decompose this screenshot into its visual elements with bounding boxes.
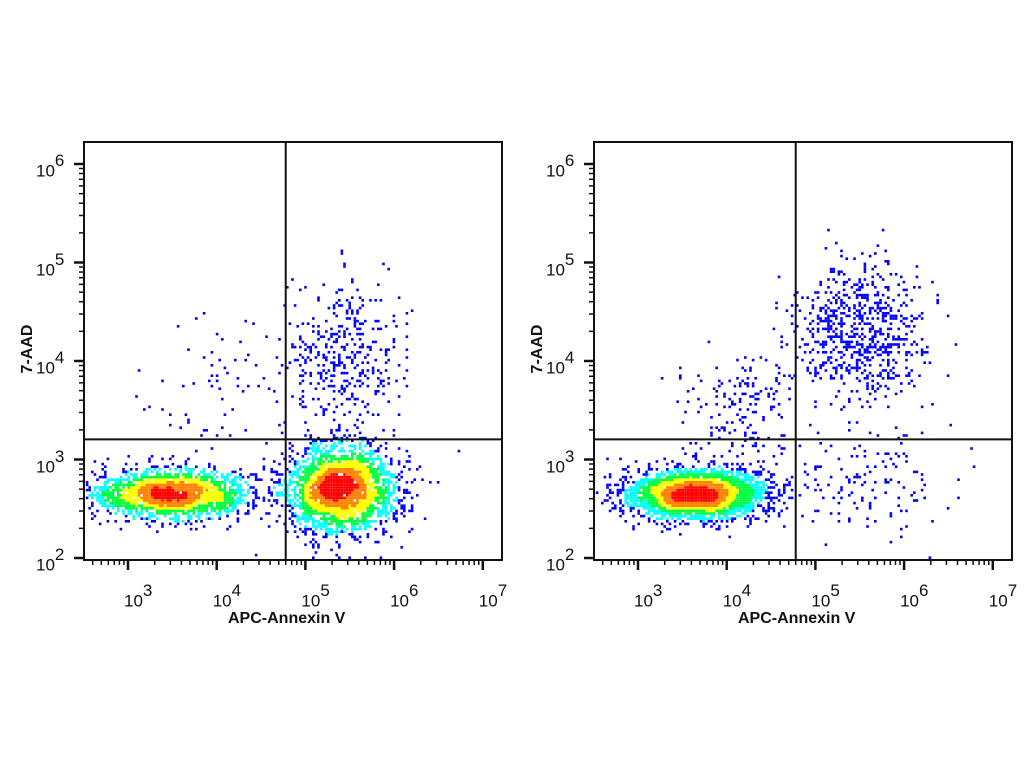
x-axis-label: APC-Annexin V	[738, 610, 856, 627]
tick-base: 10	[988, 591, 1008, 611]
tick-base: 10	[634, 591, 653, 611]
tick-exponent: 4	[231, 581, 242, 600]
y-axis-label: 7-AAD	[529, 324, 546, 374]
y-tick-label: 106	[36, 152, 64, 181]
x-tick-label: 103	[634, 582, 662, 611]
tick-exponent: 2	[564, 545, 575, 564]
data-points	[595, 228, 976, 559]
tick-base: 10	[546, 457, 565, 477]
tick-base: 10	[212, 591, 232, 611]
tick-exponent: 3	[652, 581, 663, 600]
scatter-plot-right	[584, 141, 1013, 570]
tick-base: 10	[811, 591, 831, 611]
x-tick-label: 107	[988, 582, 1017, 611]
x-axis-label: APC-Annexin V	[228, 610, 346, 627]
tick-exponent: 3	[54, 446, 65, 466]
tick-base: 10	[124, 591, 143, 611]
x-tick-label: 105	[301, 582, 329, 611]
y-tick-label: 106	[546, 152, 574, 181]
y-tick-label: 105	[36, 251, 64, 280]
tick-base: 10	[36, 161, 55, 181]
tick-exponent: 5	[54, 249, 65, 269]
tick-base: 10	[546, 358, 565, 378]
y-tick-label: 102	[546, 546, 574, 575]
tick-exponent: 7	[497, 581, 508, 600]
tick-exponent: 6	[409, 581, 419, 600]
tick-base: 10	[478, 591, 498, 611]
x-tick-label: 103	[124, 582, 152, 611]
y-tick-label: 103	[36, 448, 64, 477]
tick-exponent: 3	[564, 446, 575, 466]
tick-base: 10	[900, 591, 920, 611]
data-points	[85, 249, 461, 559]
tick-exponent: 6	[54, 151, 65, 170]
tick-exponent: 5	[320, 581, 330, 600]
tick-exponent: 5	[830, 581, 840, 600]
x-tick-label: 105	[811, 582, 839, 611]
tick-exponent: 4	[54, 348, 65, 367]
tick-exponent: 6	[919, 581, 929, 600]
tick-base: 10	[36, 260, 55, 280]
plot-panel-left: 7-AAD APC-Annexin V 103 104 105 106 107 102 1…	[19, 141, 507, 627]
y-tick-label: 104	[546, 349, 574, 378]
tick-exponent: 3	[142, 581, 153, 600]
x-tick-label: 104	[722, 582, 751, 611]
tick-base: 10	[546, 555, 565, 575]
tick-exponent: 7	[1007, 581, 1018, 600]
tick-exponent: 6	[564, 151, 575, 170]
x-tick-label: 107	[478, 582, 507, 611]
tick-exponent: 5	[564, 249, 575, 269]
plot-frame	[83, 141, 503, 561]
tick-exponent: 4	[741, 581, 752, 600]
y-tick-label: 105	[546, 251, 574, 280]
tick-base: 10	[722, 591, 742, 611]
y-axis-label: 7-AAD	[19, 324, 36, 374]
tick-base: 10	[36, 555, 55, 575]
tick-base: 10	[36, 358, 55, 378]
tick-base: 10	[301, 591, 321, 611]
tick-base: 10	[36, 457, 55, 477]
tick-base: 10	[546, 260, 565, 280]
x-tick-label: 104	[212, 582, 241, 611]
y-tick-label: 104	[36, 349, 64, 378]
scatter-plot-left	[74, 141, 503, 570]
tick-base: 10	[546, 161, 565, 181]
plot-panel-right: 7-AAD APC-Annexin V 103 104 105 106 107 102 1…	[510, 0, 1022, 768]
y-tick-label: 102	[36, 546, 64, 575]
y-tick-label: 103	[546, 448, 574, 477]
x-tick-label: 106	[900, 582, 928, 611]
tick-exponent: 2	[54, 545, 65, 564]
plot-frame	[593, 141, 1013, 561]
tick-base: 10	[390, 591, 410, 611]
x-tick-label: 106	[390, 582, 418, 611]
tick-exponent: 4	[564, 348, 575, 367]
